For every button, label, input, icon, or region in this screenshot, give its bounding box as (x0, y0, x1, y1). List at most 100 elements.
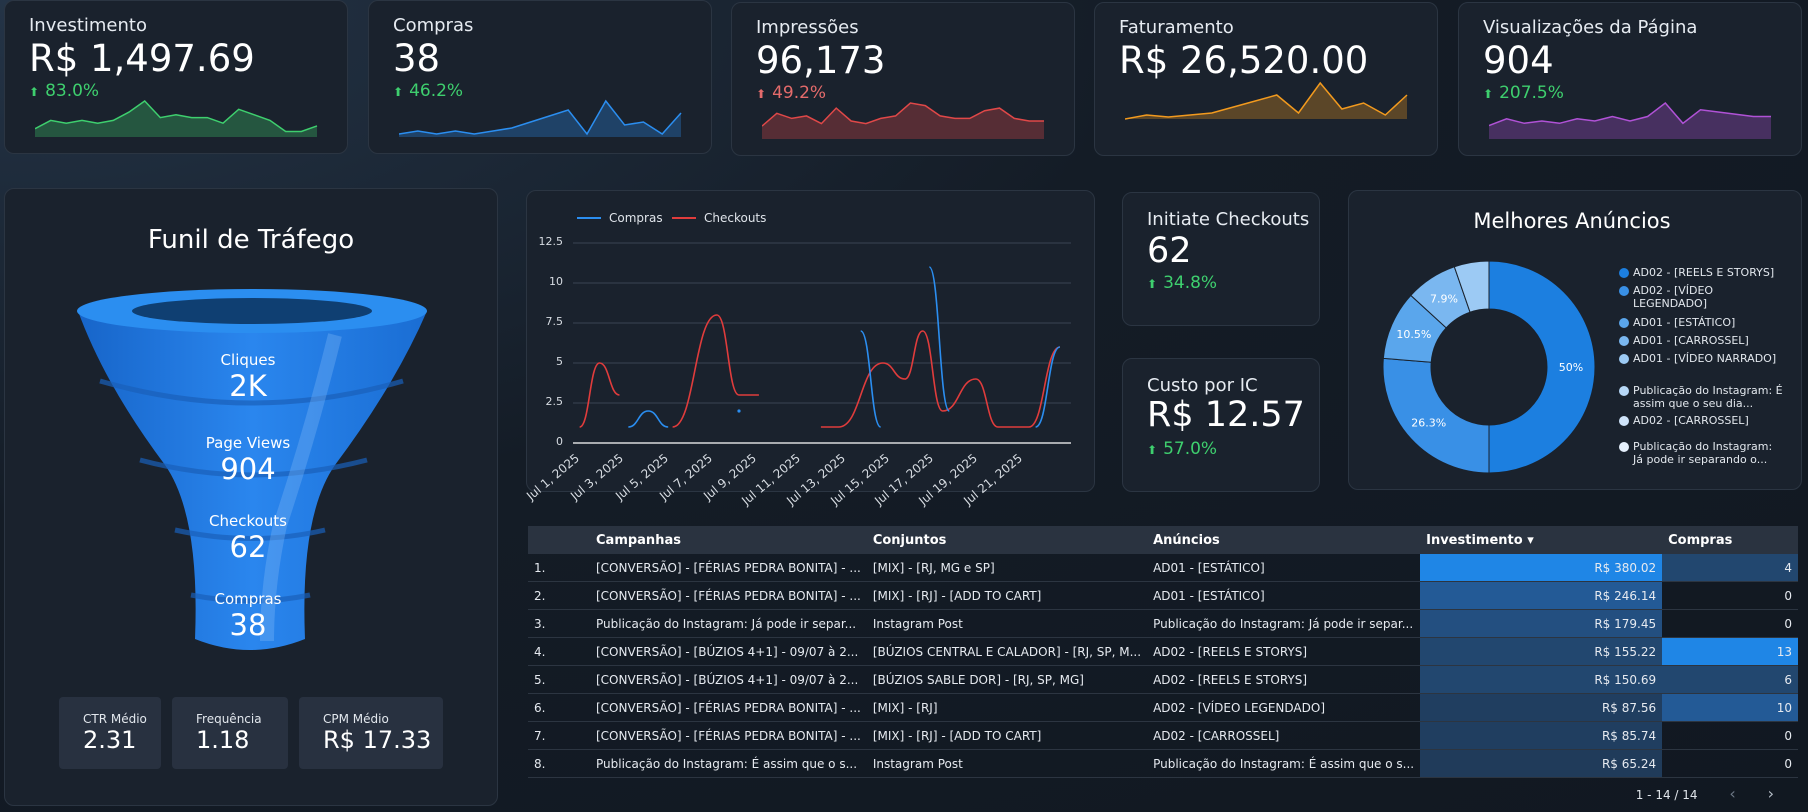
kpi-delta: ⬆ 83.0% (29, 81, 99, 101)
arrow-up-icon: ⬆ (29, 85, 40, 99)
sparkline (399, 99, 682, 137)
legend-dot (1619, 286, 1629, 296)
sparkline-line (35, 100, 318, 133)
arrow-up-icon: ⬆ (393, 85, 404, 99)
col-index (528, 526, 590, 554)
series-line-compras (628, 410, 669, 428)
col-conjuntos[interactable]: Conjuntos (866, 526, 1148, 554)
kpi-title: Initiate Checkouts (1147, 209, 1310, 230)
pie-legend-label: AD01 - [ESTÁTICO] (1633, 316, 1736, 329)
legend-checkouts[interactable]: Checkouts (672, 211, 766, 225)
cell-campanha: [CONVERSÃO] - [BÚZIOS 4+1] - 09/07 à 2..… (590, 637, 867, 666)
cell-investimento: R$ 246.14 (1420, 581, 1663, 610)
pie-legend-label: AD02 - [CARROSSEL] (1633, 414, 1749, 427)
kpi-title: Impressões (756, 17, 859, 38)
stage-label: Page Views (205, 434, 291, 452)
cell-campanha: [CONVERSÃO] - [FÉRIAS PEDRA BONITA] - ..… (590, 554, 867, 582)
cell-compras: 0 (1662, 609, 1798, 638)
pie-legend-item[interactable]: AD02 - [VÍDEO LEGENDADO] (1619, 284, 1783, 310)
col-investimento[interactable]: Investimento ▾ (1420, 526, 1663, 554)
series-line-checkouts (820, 330, 1061, 428)
sparkline-area (762, 103, 1044, 139)
cell-campanha: [CONVERSÃO] - [FÉRIAS PEDRA BONITA] - ..… (590, 693, 867, 722)
slice-label: 50% (1559, 361, 1583, 374)
pie-legend-item[interactable]: Publicação do Instagram: Já pode ir sepa… (1619, 440, 1783, 466)
kpi-card-visualizacoes: Visualizações da Página 904 ⬆ 207.5% (1458, 2, 1802, 156)
pie-legend-item[interactable]: AD01 - [ESTÁTICO] (1619, 316, 1783, 329)
legend-label: Compras (609, 211, 663, 225)
frequencia-card: Frequência 1.18 (172, 697, 288, 769)
table-row[interactable]: 5. [CONVERSÃO] - [BÚZIOS 4+1] - 09/07 à 2… (528, 665, 1798, 694)
pie-legend-label: AD02 - [VÍDEO LEGENDADO] (1633, 284, 1714, 310)
pie-legend-item[interactable]: AD01 - [VÍDEO NARRADO] (1619, 352, 1783, 365)
stage-value: 62 (229, 530, 267, 564)
stage-label: Compras (214, 590, 282, 608)
table-row[interactable]: 1. [CONVERSÃO] - [FÉRIAS PEDRA BONITA] - … (528, 554, 1798, 582)
legend-dot (1619, 416, 1629, 426)
pie-legend-item[interactable]: Publicação do Instagram: É assim que o s… (1619, 384, 1783, 410)
legend-dot (1619, 354, 1629, 364)
pie-legend-item[interactable]: AD01 - [CARROSSEL] (1619, 334, 1783, 347)
sparkline (1125, 81, 1408, 120)
prev-page-icon[interactable]: ‹ (1729, 784, 1736, 803)
stage-label: Checkouts (209, 512, 287, 530)
table-row[interactable]: 2. [CONVERSÃO] - [FÉRIAS PEDRA BONITA] - … (528, 581, 1798, 610)
cell-campanha: [CONVERSÃO] - [BÚZIOS 4+1] - 09/07 à 2..… (590, 665, 867, 694)
table-row[interactable]: 8. Publicação do Instagram: É assim que o… (528, 749, 1798, 778)
series-line-checkouts (579, 362, 620, 428)
col-campanhas[interactable]: Campanhas (590, 526, 867, 554)
arrow-up-icon: ⬆ (1483, 87, 1494, 101)
legend-compras[interactable]: Compras (577, 211, 663, 225)
kpi-title: Compras (393, 15, 474, 36)
series-line-checkouts (672, 314, 759, 428)
mini-label: Frequência (196, 712, 262, 726)
legend-dot (1619, 318, 1629, 328)
y-tick-label: 2.5 (545, 395, 564, 408)
arrow-up-icon: ⬆ (1147, 443, 1158, 457)
pie-legend-item[interactable]: AD02 - [CARROSSEL] (1619, 414, 1783, 427)
row-index: 6. (528, 693, 590, 722)
kpi-delta-value: 83.0% (45, 81, 100, 101)
table-row[interactable]: 3. Publicação do Instagram: Já pode ir se… (528, 609, 1798, 638)
series-point (737, 409, 741, 413)
legend-dot (1619, 386, 1629, 396)
line-chart (573, 242, 1071, 444)
cell-anuncio: AD02 - [REELS E STORYS] (1147, 665, 1421, 694)
table-row[interactable]: 4. [CONVERSÃO] - [BÚZIOS 4+1] - 09/07 à 2… (528, 637, 1798, 666)
kpi-delta: ⬆ 207.5% (1483, 83, 1564, 103)
col-anuncios[interactable]: Anúncios (1147, 526, 1421, 554)
sparkline-area (35, 101, 317, 137)
sparkline (35, 100, 318, 137)
table-row[interactable]: 7. [CONVERSÃO] - [FÉRIAS PEDRA BONITA] - … (528, 721, 1798, 750)
kpi-delta: ⬆ 46.2% (393, 81, 463, 101)
cell-campanha: [CONVERSÃO] - [FÉRIAS PEDRA BONITA] - ..… (590, 581, 867, 610)
table-row[interactable]: 6. [CONVERSÃO] - [FÉRIAS PEDRA BONITA] - … (528, 693, 1798, 722)
funnel-stage-compras: Compras 38 (148, 590, 348, 642)
slice-label: 26.3% (1411, 417, 1446, 430)
cell-conjunto: [MIX] - [RJ] - [ADD TO CART] (866, 581, 1148, 610)
cell-investimento: R$ 65.24 (1420, 749, 1663, 778)
row-index: 5. (528, 665, 590, 694)
cell-compras: 0 (1662, 749, 1798, 778)
cell-conjunto: Instagram Post (866, 609, 1148, 638)
line-chart-card: Compras Checkouts 12.5 10 7.5 5 2.5 0 Jul 1, … (524, 190, 1095, 508)
cell-investimento: R$ 155.22 (1420, 637, 1663, 666)
kpi-delta-value: 57.0% (1163, 439, 1218, 459)
mini-value: R$ 17.33 (323, 726, 432, 754)
arrow-up-icon: ⬆ (1147, 277, 1158, 291)
series-line-compras (928, 266, 951, 412)
pie-legend-label: AD01 - [CARROSSEL] (1633, 334, 1749, 347)
kpi-delta-value: 34.8% (1163, 273, 1218, 293)
cell-conjunto: [BÚZIOS CENTRAL E CALADOR] - [RJ, SP, M.… (866, 637, 1148, 666)
pie-legend-item[interactable]: AD02 - [REELS E STORYS] (1619, 266, 1783, 279)
next-page-icon[interactable]: › (1767, 784, 1774, 803)
row-index: 8. (528, 749, 590, 778)
sparkline-area (1125, 83, 1407, 119)
cell-anuncio: AD02 - [REELS E STORYS] (1147, 637, 1421, 666)
funnel-card: Funil de Tráfego Cliques 2K Page Views 904… (4, 188, 498, 806)
slice-label: 10.5% (1396, 328, 1431, 341)
legend-dot (1619, 336, 1629, 346)
sparkline-line (1489, 101, 1771, 127)
col-compras[interactable]: Compras (1662, 526, 1798, 554)
cell-conjunto: [MIX] - [RJ] (866, 693, 1148, 722)
